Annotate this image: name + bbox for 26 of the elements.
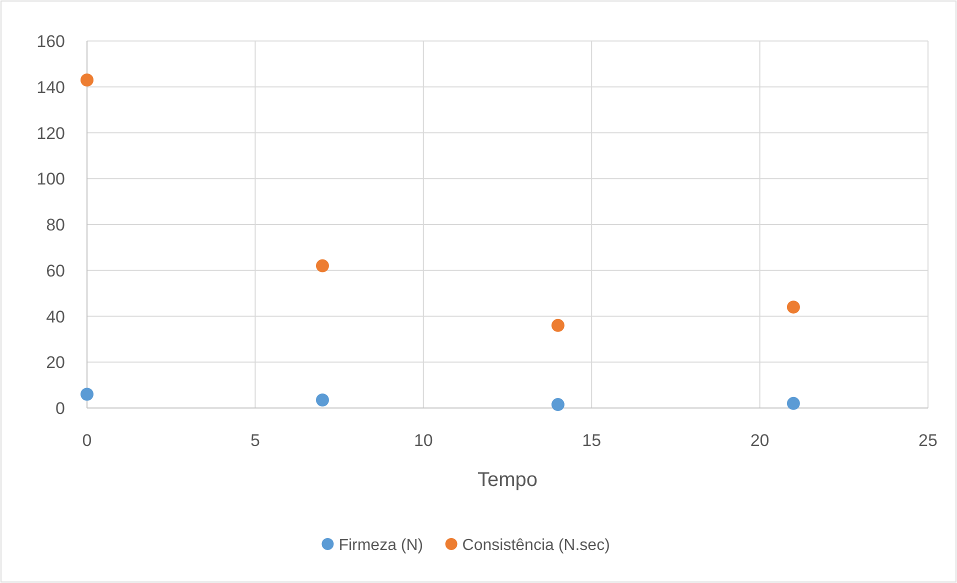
point <box>80 73 94 86</box>
y-tick-label: 140 <box>36 78 65 97</box>
legend-label: Consistência (N.sec) <box>462 537 610 554</box>
point <box>786 300 800 314</box>
x-tick-label: 15 <box>582 431 602 450</box>
point <box>786 396 800 410</box>
x-tick-label: 10 <box>414 431 433 450</box>
point <box>316 259 329 272</box>
y-tick-label: 100 <box>36 170 65 189</box>
x-axis-title: Tempo <box>477 469 538 491</box>
point <box>80 388 94 401</box>
point <box>316 393 329 406</box>
y-tick-label: 120 <box>36 124 65 143</box>
y-tick-label: 60 <box>46 261 65 280</box>
x-tick-label: 20 <box>750 431 770 450</box>
y-tick-label: 20 <box>46 353 65 372</box>
y-tick-label: 80 <box>46 216 65 234</box>
y-tick-label: 160 <box>36 32 65 51</box>
y-tick-label: 40 <box>46 307 65 326</box>
legend-label: Firmeza (N) <box>338 537 424 554</box>
point <box>551 318 564 332</box>
x-tick-label: 5 <box>250 431 260 450</box>
point <box>551 398 564 412</box>
y-tick-label: 0 <box>56 399 65 418</box>
x-tick-label: 0 <box>82 431 92 450</box>
x-tick-label: 25 <box>918 431 938 450</box>
